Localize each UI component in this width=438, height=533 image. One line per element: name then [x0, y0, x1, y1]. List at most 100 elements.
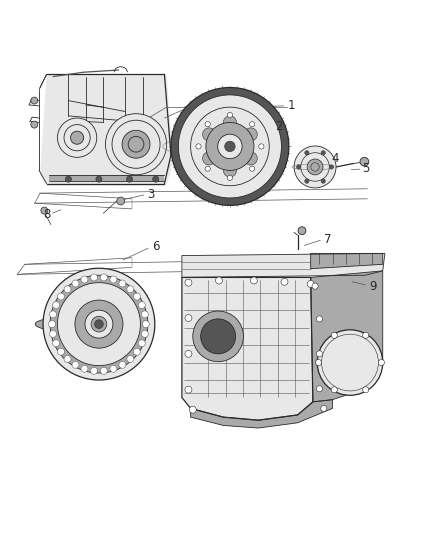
- Circle shape: [307, 280, 314, 287]
- Circle shape: [307, 159, 323, 175]
- Circle shape: [142, 321, 149, 328]
- Circle shape: [321, 179, 325, 183]
- Circle shape: [134, 293, 141, 300]
- Circle shape: [251, 277, 258, 284]
- Circle shape: [178, 95, 282, 198]
- Circle shape: [141, 311, 148, 318]
- Circle shape: [205, 122, 210, 127]
- Circle shape: [227, 175, 233, 181]
- Circle shape: [363, 332, 369, 338]
- Circle shape: [96, 176, 102, 182]
- Circle shape: [305, 151, 309, 155]
- Circle shape: [64, 286, 71, 293]
- Polygon shape: [182, 277, 313, 420]
- Circle shape: [185, 314, 192, 321]
- Circle shape: [223, 116, 237, 129]
- Circle shape: [244, 128, 257, 141]
- Circle shape: [119, 361, 126, 368]
- Circle shape: [122, 130, 150, 158]
- Circle shape: [57, 293, 64, 300]
- Text: 2: 2: [276, 120, 283, 133]
- Circle shape: [57, 118, 97, 157]
- Circle shape: [91, 274, 98, 281]
- Circle shape: [49, 321, 56, 328]
- Circle shape: [360, 157, 369, 166]
- Circle shape: [65, 176, 71, 182]
- Circle shape: [225, 141, 235, 152]
- Circle shape: [363, 387, 369, 393]
- Circle shape: [119, 280, 126, 287]
- Ellipse shape: [35, 315, 147, 333]
- Circle shape: [53, 302, 60, 309]
- Text: 8: 8: [43, 208, 50, 221]
- Circle shape: [227, 112, 233, 118]
- Circle shape: [315, 359, 321, 366]
- Circle shape: [250, 122, 255, 127]
- Text: 6: 6: [152, 240, 159, 253]
- Circle shape: [331, 332, 337, 338]
- Circle shape: [138, 302, 145, 309]
- Circle shape: [49, 330, 57, 337]
- Circle shape: [64, 356, 71, 362]
- Polygon shape: [191, 400, 332, 428]
- Circle shape: [127, 286, 134, 293]
- Circle shape: [193, 311, 244, 362]
- Circle shape: [110, 276, 117, 283]
- Circle shape: [223, 164, 237, 177]
- Polygon shape: [311, 253, 383, 269]
- Polygon shape: [182, 253, 385, 277]
- Circle shape: [281, 278, 288, 285]
- Circle shape: [378, 359, 385, 366]
- Polygon shape: [311, 271, 383, 402]
- Circle shape: [201, 319, 236, 354]
- Circle shape: [191, 107, 269, 185]
- Circle shape: [331, 387, 337, 393]
- Circle shape: [218, 134, 242, 159]
- Circle shape: [49, 311, 57, 318]
- Circle shape: [329, 165, 334, 169]
- Circle shape: [202, 128, 215, 141]
- Circle shape: [316, 316, 322, 322]
- Circle shape: [127, 176, 133, 182]
- Circle shape: [171, 87, 289, 205]
- Circle shape: [189, 406, 196, 413]
- Text: 1: 1: [287, 99, 295, 112]
- Circle shape: [110, 365, 117, 372]
- Circle shape: [298, 227, 306, 235]
- Circle shape: [57, 348, 64, 355]
- Circle shape: [81, 276, 88, 283]
- Circle shape: [321, 151, 325, 155]
- Circle shape: [43, 268, 155, 380]
- Circle shape: [117, 197, 125, 205]
- Circle shape: [206, 123, 254, 171]
- Circle shape: [215, 277, 223, 284]
- Text: 5: 5: [362, 162, 369, 175]
- Circle shape: [312, 283, 318, 289]
- Circle shape: [95, 320, 103, 328]
- Circle shape: [53, 340, 60, 346]
- Circle shape: [185, 279, 192, 286]
- Circle shape: [196, 144, 201, 149]
- Circle shape: [305, 179, 309, 183]
- Circle shape: [321, 405, 327, 411]
- Circle shape: [316, 351, 322, 357]
- Circle shape: [41, 207, 48, 214]
- Circle shape: [75, 300, 123, 348]
- Circle shape: [72, 361, 79, 368]
- Circle shape: [71, 131, 84, 144]
- Circle shape: [152, 176, 159, 182]
- Polygon shape: [49, 175, 164, 181]
- Circle shape: [106, 114, 166, 175]
- Polygon shape: [40, 75, 173, 185]
- Circle shape: [244, 152, 257, 165]
- Text: 7: 7: [324, 233, 331, 246]
- Circle shape: [134, 348, 141, 355]
- Circle shape: [297, 165, 301, 169]
- Circle shape: [91, 367, 98, 374]
- Circle shape: [205, 166, 210, 171]
- Circle shape: [91, 316, 107, 332]
- Circle shape: [202, 152, 215, 165]
- Circle shape: [138, 340, 145, 346]
- Circle shape: [185, 350, 192, 357]
- Circle shape: [185, 386, 192, 393]
